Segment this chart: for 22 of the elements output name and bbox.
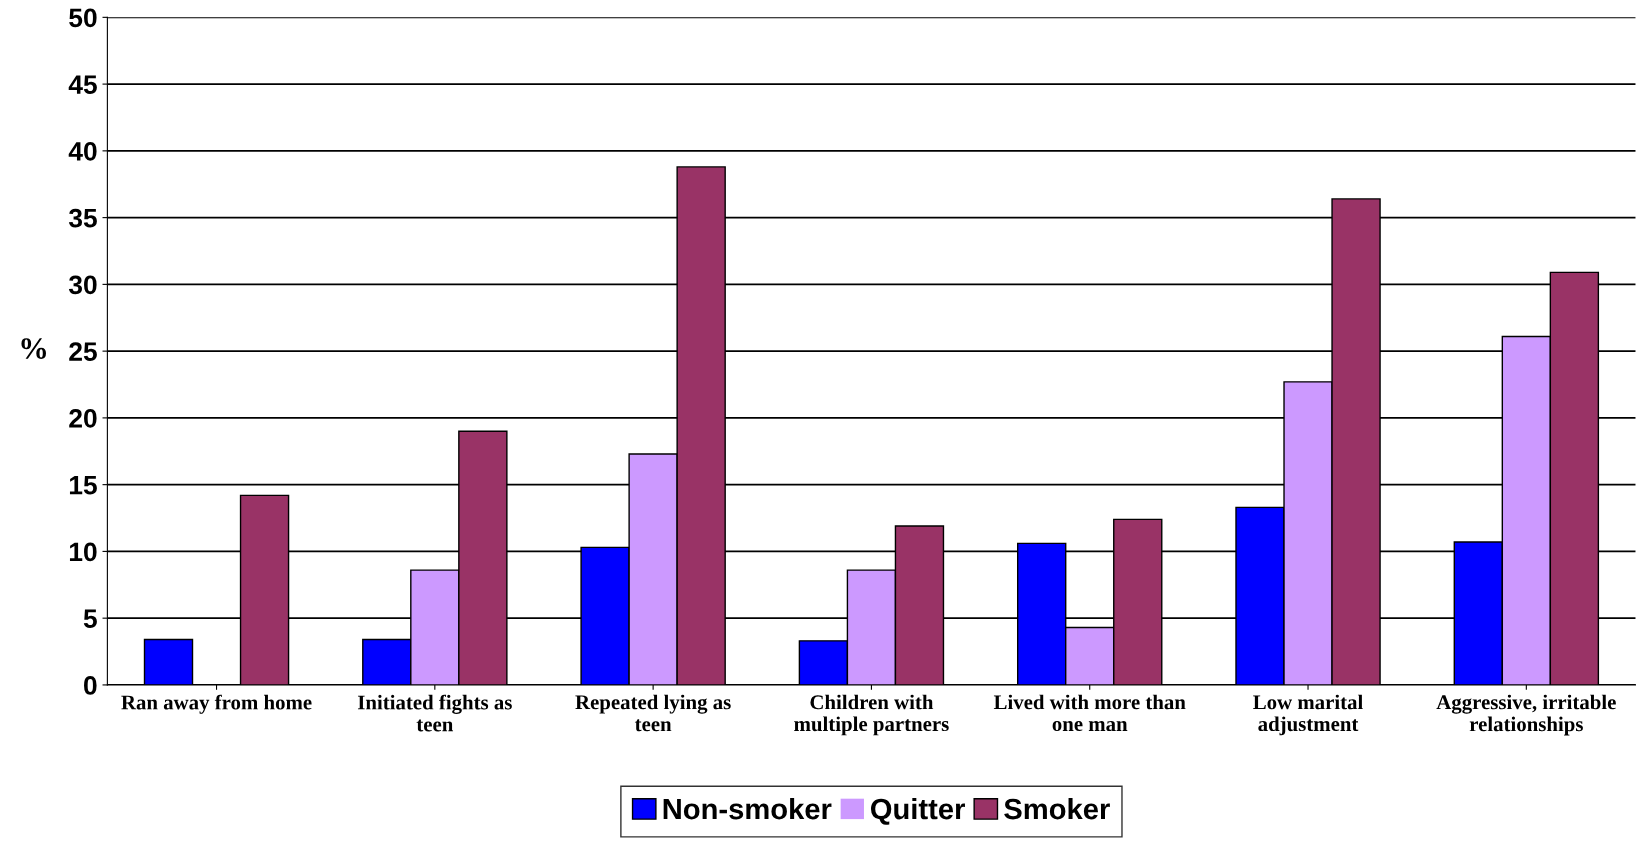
x-tick-label: Low marital adjustment — [1253, 694, 1363, 736]
y-tick-label: 45 — [68, 75, 97, 94]
y-tick-label: 10 — [69, 542, 97, 562]
legend-label: Non-smoker — [663, 797, 832, 820]
x-tick-label: Initiated fights as teen — [357, 694, 512, 732]
legend-label: Smoker — [1004, 797, 1110, 820]
y-tick-label: 15 — [69, 476, 97, 495]
x-tick-label: Lived with more than one man — [993, 694, 1186, 732]
x-tick-label: Children with multiple partners — [794, 694, 949, 736]
y-tick-label: 5 — [83, 609, 97, 628]
y-tick-label: 25 — [69, 342, 97, 361]
x-tick-label: Ran away from home — [121, 694, 312, 714]
y-axis-title: % — [21, 338, 46, 359]
y-tick-label: 35 — [68, 208, 97, 228]
x-tick-label: Aggressive, irritable relationships — [1436, 694, 1616, 736]
y-tick-label: 30 — [68, 275, 97, 295]
x-tick-label: Repeated lying as teen — [575, 694, 731, 732]
y-tick-label: 40 — [68, 141, 97, 161]
y-tick-label: 0 — [84, 676, 97, 695]
y-tick-label: 50 — [69, 8, 97, 28]
legend-label: Quitter — [871, 797, 965, 825]
y-tick-label: 20 — [69, 409, 97, 428]
